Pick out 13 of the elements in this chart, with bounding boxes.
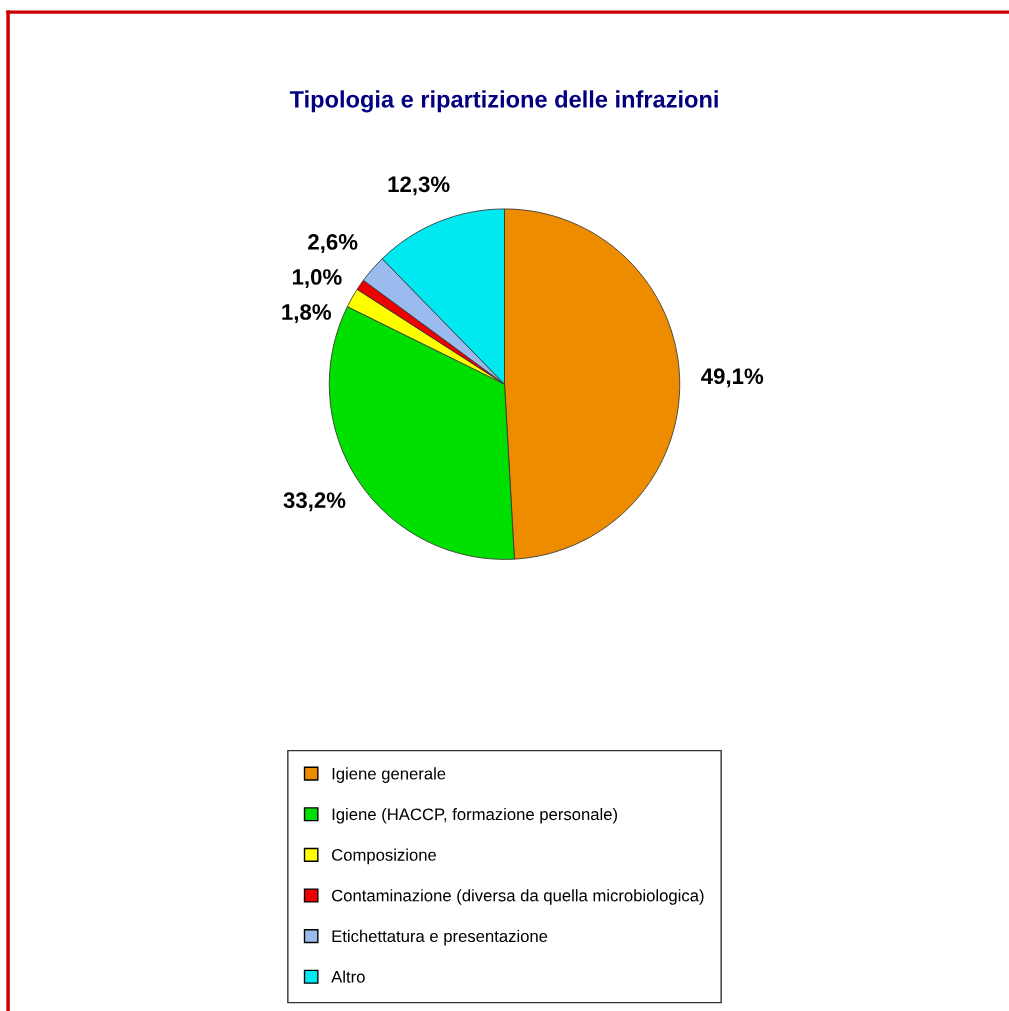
legend-label: Contaminazione (diversa da quella microbiologica) <box>332 889 704 905</box>
data-label: 1,8% <box>282 304 331 324</box>
data-label: 49,1% <box>701 368 764 388</box>
data-label: 1,0% <box>292 269 342 289</box>
legend-label: Igiene (HACCP, formazione personale) <box>332 807 618 824</box>
chart-title: Tipologia e ripartizione delle infrazioni <box>289 90 718 113</box>
data-label: 2,6% <box>308 234 358 253</box>
legend-label: Altro <box>331 970 365 983</box>
legend-label: Igiene generale <box>332 767 446 783</box>
legend-label: Etichettatura e presentazione <box>332 929 548 946</box>
data-label: 33,2% <box>283 492 346 512</box>
legend-label: Composizione <box>332 848 437 865</box>
data-label: 12,3% <box>388 176 450 196</box>
